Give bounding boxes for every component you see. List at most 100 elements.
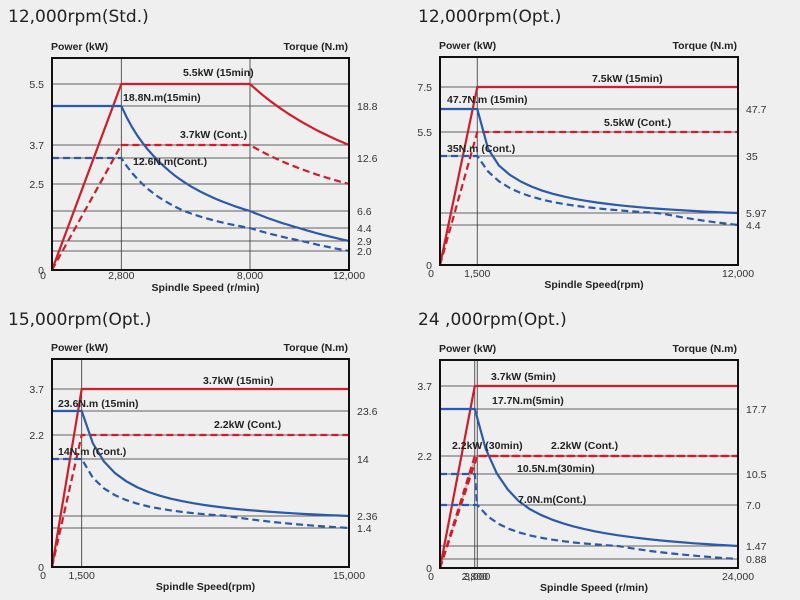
right-tick-label: 2.0 [357,246,372,258]
x-tick-label: 0 [428,571,434,583]
x-tick-label: 12,000 [722,268,754,280]
chart-title: 15,000rpm(Opt.) [8,310,151,330]
right-tick-label: 4.4 [357,223,372,235]
right-tick-label: 2.36 [357,511,378,523]
curve-annotation: 23.6N.m (15min) [58,398,139,410]
curve-annotation: 10.5N.m(30min) [517,463,595,475]
chart-panel-2: 12,000rpm(Opt.) Power (kW) Torque (N.m) 0 5.… [417,7,766,291]
curve-annotation: 17.7N.m(5min) [492,395,564,407]
curve-annotation: 2.2kW (Cont.) [551,440,618,452]
chart-title: 24 ,000rpm(Opt.) [418,310,567,330]
curve-annotation: 2.2kW (30min) [452,440,523,452]
chart-panel-4: 24 ,000rpm(Opt.) Power (kW) Torque (N.m) 0 2… [417,310,766,594]
plot-frame [439,359,739,569]
right-tick-label: 6.6 [357,206,372,218]
x-tick-label: 1,500 [69,570,95,582]
right-tick-label: 35 [746,151,758,163]
x-tick-label: 12,000 [333,270,365,282]
power-curve-dashed [438,454,738,569]
left-tick-label: 3.7 [29,384,44,396]
plot-frame [51,57,350,271]
left-tick-label: 0 [426,563,432,575]
curve-annotation: 3.7kW (Cont.) [180,129,247,141]
y-axis-left-label: Power (kW) [439,343,496,355]
left-tick-label: 2.2 [29,430,44,442]
chart-title: 12,000rpm(Std.) [8,7,149,27]
right-tick-label: 7.0 [746,500,761,512]
x-tick-label: 3,000 [464,571,490,583]
power-curve-solid [50,387,349,568]
curve-annotation: 35N.m (Cont.) [447,143,515,155]
plot-frame [51,358,350,568]
right-tick-label: 47.7 [746,104,767,116]
right-tick-label: 14 [357,454,369,466]
right-tick-label: 4.4 [746,220,761,232]
x-tick-label: 0 [428,268,434,280]
left-tick-label: 2.2 [417,451,432,463]
torque-curve-dashed [440,472,479,506]
torque-curve-dashed [440,503,739,561]
torque-curve-solid [440,107,739,215]
left-tick-label: 3.7 [29,140,44,152]
x-tick-label: 2,800 [108,270,134,282]
y-axis-right-label: Torque (N.m) [283,41,348,53]
curve-annotation: 3.7kW (15min) [203,375,274,387]
right-tick-label: 17.7 [746,404,767,416]
power-curve-dashed [438,130,738,266]
curve-annotation: 7.5kW (15min) [592,73,663,85]
curve-annotation: 5.5kW (Cont.) [604,117,671,129]
x-axis-label: Spindle Speed (r/min) [540,582,648,594]
right-tick-label: 0.88 [746,554,767,566]
right-tick-label: 18.8 [357,101,378,113]
torque-curve-dashed [52,156,350,253]
y-axis-right-label: Torque (N.m) [672,40,737,52]
x-tick-label: 0 [40,270,46,282]
x-tick-label: 0 [40,570,46,582]
x-tick-label: 1,500 [464,268,490,280]
curve-annotation: 18.8N.m(15min) [123,92,201,104]
right-tick-label: 10.5 [746,469,767,481]
right-tick-label: 2.9 [357,236,372,248]
torque-curve-dashed [52,457,350,530]
power-curve-dashed [51,143,350,271]
torque-curve-solid [440,407,739,548]
right-tick-label: 1.47 [746,541,767,553]
left-tick-label: 3.7 [417,381,432,393]
curve-annotation: 2.2kW (Cont.) [214,419,281,431]
right-tick-label: 1.4 [357,523,372,535]
curve-annotation: 3.7kW (5min) [491,371,556,383]
y-axis-right-label: Torque (N.m) [672,343,737,355]
y-axis-left-label: Power (kW) [51,41,108,53]
power-curve-dashed [50,433,349,568]
curve-annotation: 14N.m (Cont.) [58,446,126,458]
right-tick-label: 12.6 [357,153,378,165]
torque-curve-dashed [440,154,739,227]
left-tick-label: 0 [38,562,44,574]
x-tick-label: 2,800 [462,571,488,583]
y-axis-left-label: Power (kW) [439,40,496,52]
left-tick-label: 7.5 [417,82,432,94]
left-tick-label: 0 [38,265,44,277]
y-axis-right-label: Torque (N.m) [283,342,348,354]
x-axis-label: Spindle Speed(rpm) [544,279,643,291]
plot-frame [439,56,739,266]
x-tick-label: 24,000 [722,571,754,583]
curve-annotation: 12.6N.m(Cont.) [133,156,207,168]
left-tick-label: 5.5 [29,79,44,91]
power-curve-solid [50,82,350,271]
chart-title: 12,000rpm(Opt.) [418,7,561,27]
chart-panel-1: 12,000rpm(Std.) Power (kW) Torque (N.m) 0 2.… [8,7,378,294]
left-tick-label: 5.5 [417,127,432,139]
x-tick-label: 15,000 [333,570,365,582]
left-tick-label: 0 [426,260,432,272]
left-tick-label: 2.5 [29,179,44,191]
curve-annotation: 5.5kW (15min) [183,67,254,79]
x-axis-label: Spindle Speed(rpm) [156,581,255,593]
curve-annotation: 47.7N.m (15min) [447,94,528,106]
x-axis-label: Spindle Speed (r/min) [152,282,260,294]
y-axis-left-label: Power (kW) [51,342,108,354]
torque-curve-solid [52,104,350,243]
right-tick-label: 5.97 [746,208,767,220]
x-tick-label: 8,000 [237,270,263,282]
